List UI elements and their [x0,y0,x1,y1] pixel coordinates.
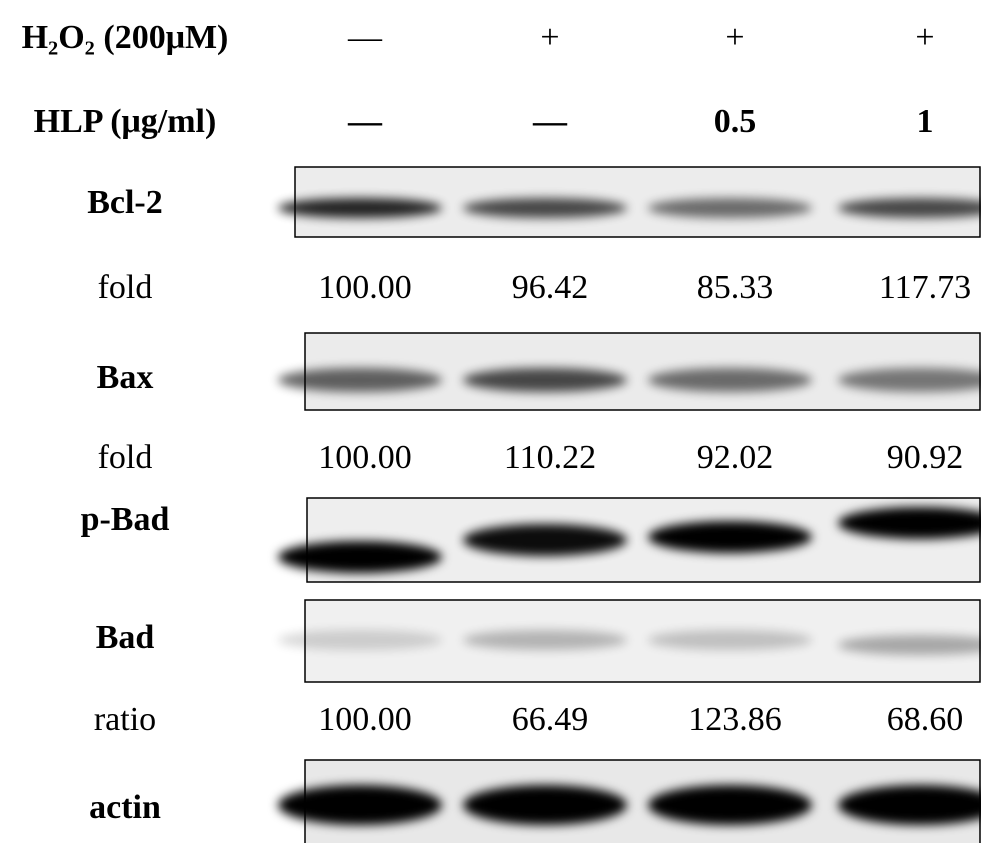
blot-image [278,498,981,582]
band [463,198,627,218]
blot-image [278,600,981,682]
treatment-value: + [540,19,559,56]
treatment-label: H₂O₂ (200μM) [22,19,229,56]
treatment-label: HLP (μg/ml) [34,103,217,140]
treatment-value: + [725,19,744,56]
band [648,785,812,825]
band [648,368,812,392]
treatment-value: — [532,103,568,140]
band [648,198,812,218]
treatment-value: + [915,19,934,56]
band [463,630,627,650]
blot-label: Bax [97,359,154,396]
blot-label: Bcl-2 [87,184,163,221]
quant-value: 100.00 [318,439,412,476]
band [463,368,627,392]
band [648,630,812,650]
quant-label: ratio [94,701,156,738]
quant-value: 123.86 [688,701,782,738]
western-blot-figure: H₂O₂ (200μM) — + + + HLP (μg/ml) — — 0.5 1 Bcl-2 Ba… [0,0,981,843]
band [278,541,442,573]
blot-image [278,167,981,237]
blot-image [278,333,981,410]
band [648,521,812,553]
treatment-value: — [347,19,383,56]
treatment-value: — [347,103,383,140]
blot-label: p-Bad [81,501,170,538]
quant-value: 100.00 [318,269,412,306]
blot-label: actin [89,789,161,826]
quant-value: 68.60 [887,701,964,738]
quant-label: fold [98,269,153,306]
quant-value: 85.33 [697,269,774,306]
quant-value: 92.02 [697,439,774,476]
treatment-value: 0.5 [714,103,757,140]
band [278,630,442,650]
band [278,368,442,392]
band [463,785,627,825]
quant-value: 117.73 [879,269,971,306]
quant-value: 90.92 [887,439,964,476]
band [463,524,627,556]
band [278,198,442,218]
treatment-value: 1 [917,103,934,140]
quant-label: fold [98,439,153,476]
quant-value: 66.49 [512,701,589,738]
quant-value: 110.22 [504,439,596,476]
quant-value: 96.42 [512,269,589,306]
blot-image [278,760,981,843]
blot-label: Bad [96,619,155,656]
quant-value: 100.00 [318,701,412,738]
band [278,785,442,825]
